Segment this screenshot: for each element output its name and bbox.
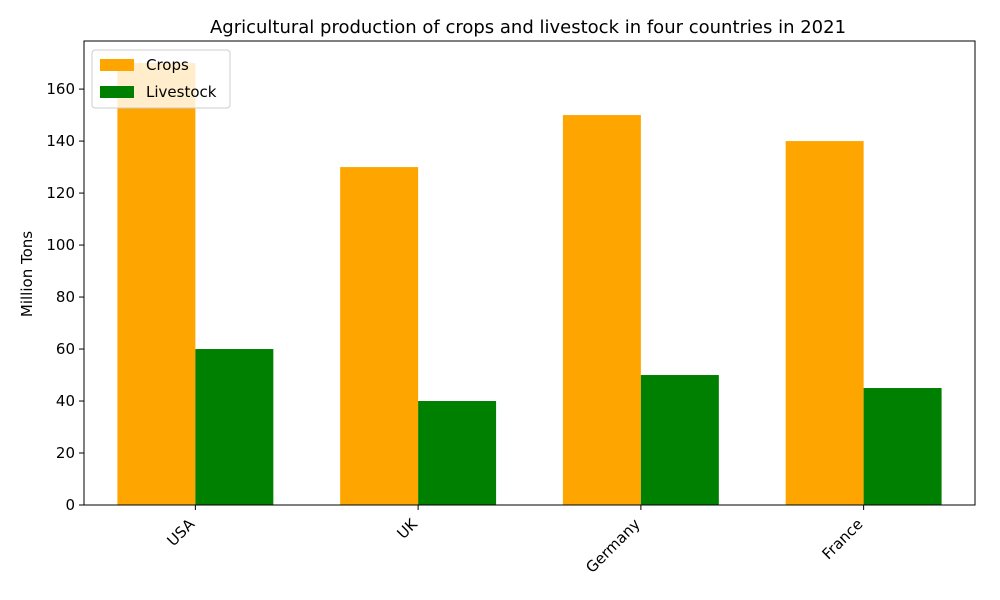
bar-livestock-france (864, 388, 942, 505)
x-tick-label: France (818, 515, 866, 563)
y-axis-label: Million Tons (18, 231, 36, 317)
legend: Crops Livestock (92, 50, 230, 108)
x-tick-label: Germany (582, 515, 644, 577)
bar-crops-uk (340, 167, 418, 505)
x-tick-label: USA (164, 515, 199, 550)
bar-crops-france (786, 141, 864, 505)
y-tick-label: 60 (56, 340, 75, 358)
y-tick-label: 40 (56, 392, 75, 410)
legend-swatch-livestock (100, 86, 134, 98)
bars-layer (117, 63, 941, 505)
y-tick-label: 20 (56, 444, 75, 462)
legend-label-livestock: Livestock (146, 83, 217, 101)
x-tick-label: UK (393, 514, 421, 542)
bar-livestock-usa (195, 349, 273, 505)
bar-livestock-germany (641, 375, 719, 505)
chart-title: Agricultural production of crops and liv… (210, 17, 846, 38)
y-tick-label: 0 (65, 496, 75, 514)
y-tick-label: 160 (46, 80, 75, 98)
bar-crops-usa (117, 63, 195, 505)
bar-livestock-uk (418, 401, 496, 505)
y-tick-label: 80 (56, 288, 75, 306)
bar-crops-germany (563, 115, 641, 505)
legend-label-crops: Crops (146, 56, 189, 74)
legend-swatch-crops (100, 59, 134, 71)
y-tick-label: 120 (46, 184, 75, 202)
y-tick-label: 100 (46, 236, 75, 254)
y-tick-label: 140 (46, 132, 75, 150)
